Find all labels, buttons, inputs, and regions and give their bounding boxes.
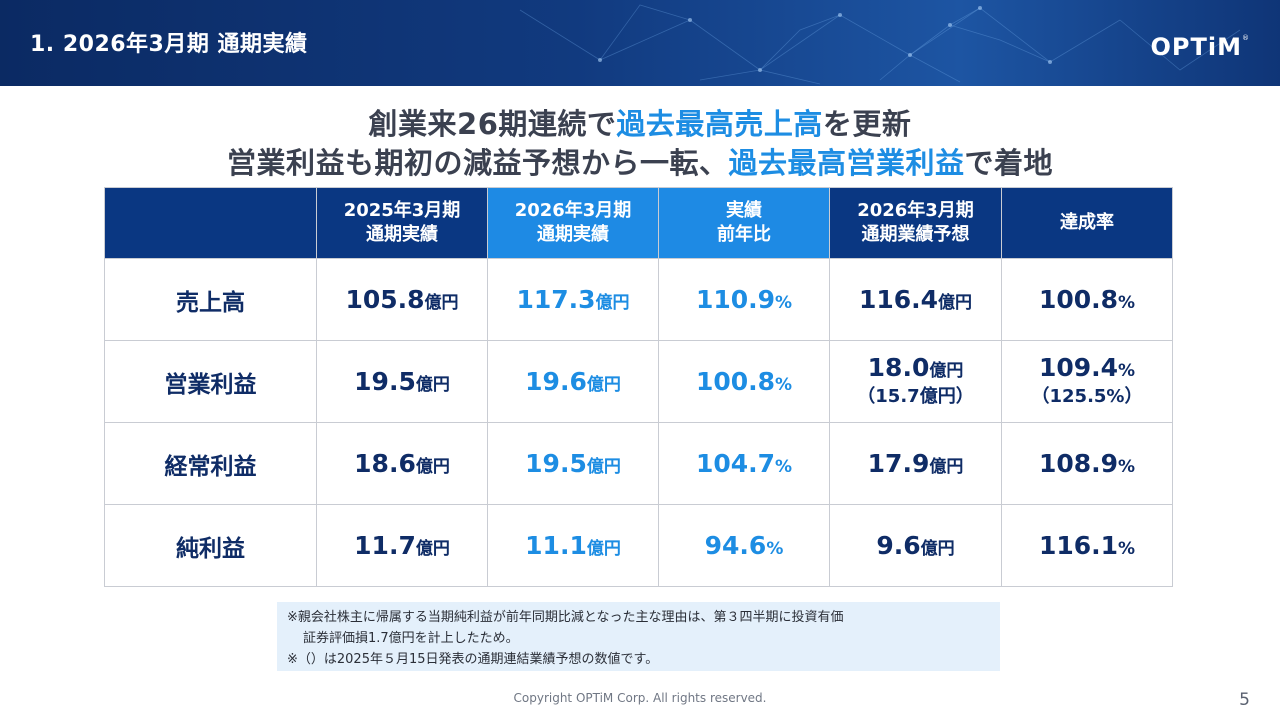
footnote-line: ※親会社株主に帰属する当期純利益が前年同期比減となった主な理由は、第３四半期に投… [287, 610, 844, 625]
initial-forecast-value: （15.7億円） [857, 386, 974, 407]
column-header-yoy: 実績 前年比 [658, 187, 830, 259]
footnote-line: 証券評価損1.7億円を計上したため。 [303, 631, 519, 646]
prev-year-value: 11.7億円 [316, 504, 488, 587]
table-row: 経常利益 18.6億円 19.5億円 104.7% 17.9億円 108.9% [104, 422, 1173, 505]
initial-achievement-value: （125.5%） [1031, 386, 1143, 407]
results-table: 2025年3月期 通期実績 2026年3月期 通期実績 実績 前年比 2026年3月期… [104, 187, 1173, 587]
current-year-value: 19.6億円 [487, 340, 659, 423]
row-label: 営業利益 [104, 340, 317, 423]
slide-title: 1. 2026年3月期 通期実績 [30, 32, 308, 57]
column-header-current-year: 2026年3月期 通期実績 [487, 187, 659, 259]
header-empty-cell [104, 187, 317, 259]
copyright-text: Copyright OPTiM Corp. All rights reserve… [513, 691, 767, 705]
company-logo: OPTiM® [1150, 33, 1250, 61]
footnote-line: ※（）は2025年５月15日発表の通期連結業績予想の数値です。 [287, 652, 659, 667]
row-label: 純利益 [104, 504, 317, 587]
prev-year-value: 19.5億円 [316, 340, 488, 423]
forecast-value: 9.6億円 [829, 504, 1002, 587]
yoy-value: 104.7% [658, 422, 830, 505]
achievement-value: 109.4% （125.5%） [1001, 340, 1173, 423]
current-year-value: 117.3億円 [487, 258, 659, 341]
network-pattern-decoration [519, 4, 1241, 85]
column-header-achievement: 達成率 [1001, 187, 1173, 259]
yoy-value: 100.8% [658, 340, 830, 423]
row-label: 売上高 [104, 258, 317, 341]
table-row: 営業利益 19.5億円 19.6億円 100.8% 18.0億円 （15.7億円）… [104, 340, 1173, 423]
table-header-row: 2025年3月期 通期実績 2026年3月期 通期実績 実績 前年比 2026年3月期… [104, 187, 1173, 259]
prev-year-value: 105.8億円 [316, 258, 488, 341]
table-row: 純利益 11.7億円 11.1億円 94.6% 9.6億円 116.1% [104, 504, 1173, 587]
yoy-value: 110.9% [658, 258, 830, 341]
forecast-value: 17.9億円 [829, 422, 1002, 505]
header-banner: 1. 2026年3月期 通期実績 OPTiM® [0, 0, 1280, 86]
forecast-value: 116.4億円 [829, 258, 1002, 341]
achievement-value: 116.1% [1001, 504, 1173, 587]
row-label: 経常利益 [104, 422, 317, 505]
column-header-forecast: 2026年3月期 通期業績予想 [829, 187, 1002, 259]
prev-year-value: 18.6億円 [316, 422, 488, 505]
current-year-value: 11.1億円 [487, 504, 659, 587]
yoy-value: 94.6% [658, 504, 830, 587]
headline-line-1: 創業来26期連続で過去最高売上高を更新 [368, 107, 912, 141]
table-row: 売上高 105.8億円 117.3億円 110.9% 116.4億円 100.8… [104, 258, 1173, 341]
achievement-value: 108.9% [1001, 422, 1173, 505]
page-number: 5 [1239, 690, 1250, 710]
current-year-value: 19.5億円 [487, 422, 659, 505]
forecast-value: 18.0億円 （15.7億円） [829, 340, 1002, 423]
headline-line-2: 営業利益も期初の減益予想から一転、過去最高営業利益で着地 [226, 146, 1054, 180]
column-header-prev-year: 2025年3月期 通期実績 [316, 187, 488, 259]
footnote-box: ※親会社株主に帰属する当期純利益が前年同期比減となった主な理由は、第３四半期に投… [277, 602, 1000, 671]
achievement-value: 100.8% [1001, 258, 1173, 341]
